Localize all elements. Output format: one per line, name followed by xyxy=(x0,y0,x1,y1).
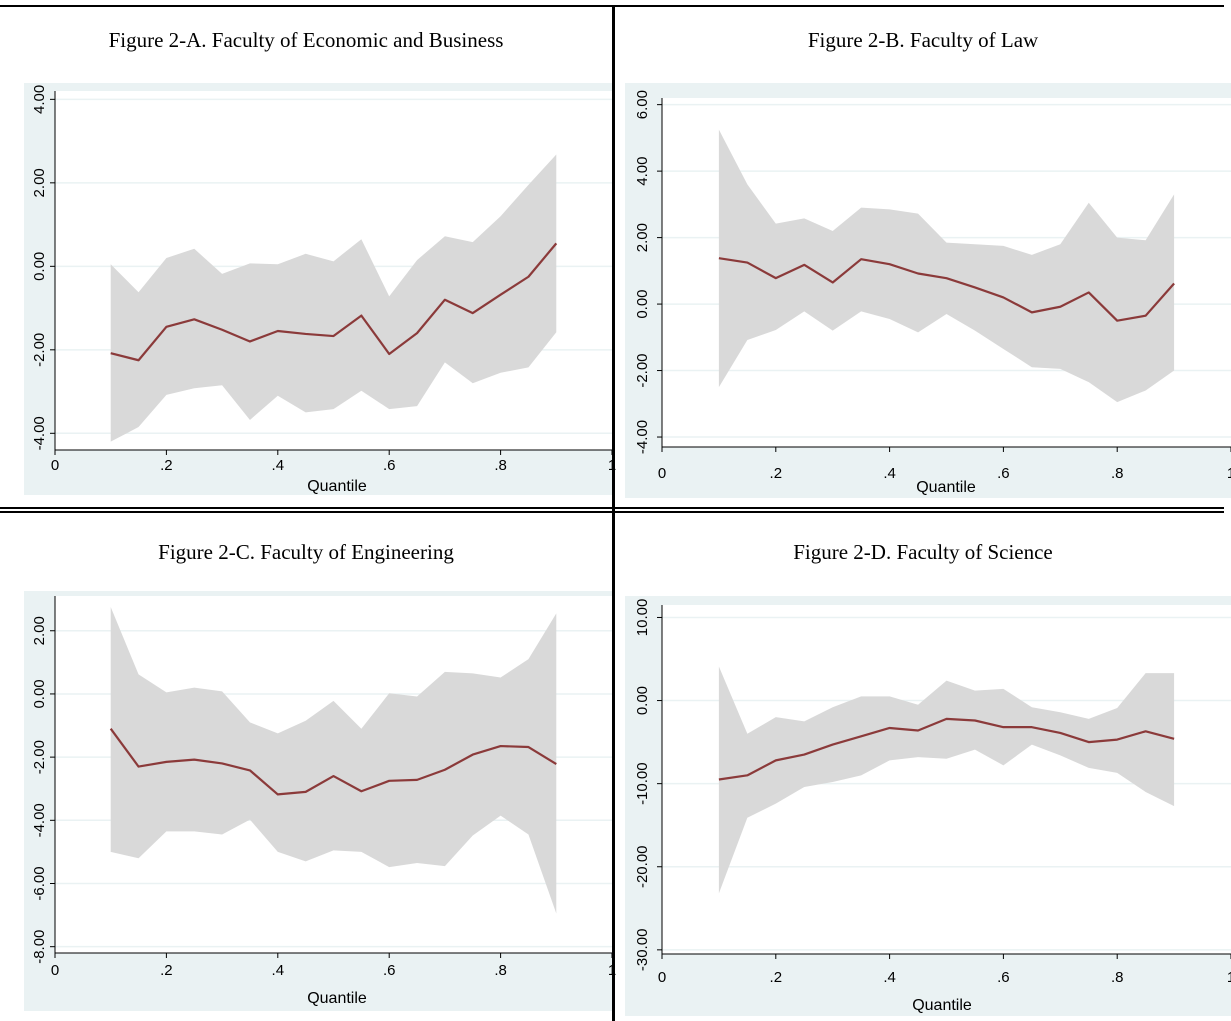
panel-a-title: Figure 2-A. Faculty of Economic and Busi… xyxy=(108,28,504,52)
x-axis-title: Quantile xyxy=(912,997,972,1014)
y-tick-label-2: 0.00 xyxy=(31,252,48,281)
y-tick-label-4: 0.00 xyxy=(31,679,48,708)
y-tick-label-0: -30.00 xyxy=(634,929,651,972)
y-tick-label-3: 2.00 xyxy=(634,223,651,252)
x-tick-label-2: .4 xyxy=(883,969,896,986)
y-tick-label-0: -4.00 xyxy=(634,420,651,454)
y-tick-label-1: -2.00 xyxy=(31,333,48,367)
x-tick-label-3: .6 xyxy=(383,457,396,474)
x-tick-label-0: 0 xyxy=(658,969,666,986)
panel-b-title: Figure 2-B. Faculty of Law xyxy=(807,28,1039,52)
x-axis-title: Quantile xyxy=(307,990,367,1007)
y-tick-label-4: 4.00 xyxy=(31,85,48,114)
x-tick-label-0: 0 xyxy=(51,962,59,979)
panel-b: Figure 2-B. Faculty of Law -4.00 -2.00 0.0… xyxy=(615,0,1231,507)
estimate-line xyxy=(110,242,558,362)
x-tick-label-5: 1 xyxy=(608,962,616,979)
x-tick-label-5: 1 xyxy=(608,457,616,474)
x-tick-label-1: .2 xyxy=(160,457,173,474)
y-tick-label-4: 4.00 xyxy=(634,157,651,186)
x-tick-label-2: .4 xyxy=(883,465,896,482)
x-tick-label-1: .2 xyxy=(160,962,173,979)
x-tick-label-4: .8 xyxy=(494,457,507,474)
estimate-line xyxy=(109,728,557,796)
confidence-band xyxy=(718,129,1175,403)
x-axis-title: Quantile xyxy=(307,478,367,495)
y-tick-label-3: 2.00 xyxy=(31,168,48,197)
panel-d: Figure 2-D. Faculty of Science -30.00 -20… xyxy=(615,513,1231,1021)
panel-d-chart: -30.00 -20.00 -10.00 0.00 10.00 0 .2 .4 .6 .8 1 Qua… xyxy=(634,599,1231,1014)
y-tick-label-2: 0.00 xyxy=(634,289,651,318)
y-tick-label-3: 0.00 xyxy=(634,686,651,715)
y-tick-label-5: 2.00 xyxy=(31,616,48,645)
y-tick-label-1: -6.00 xyxy=(31,866,48,900)
x-tick-label-1: .2 xyxy=(770,465,783,482)
y-tick-label-4: 10.00 xyxy=(634,599,651,637)
confidence-band xyxy=(718,666,1175,894)
x-tick-label-3: .6 xyxy=(383,962,396,979)
estimate-line xyxy=(718,257,1175,322)
y-tick-label-0: -8.00 xyxy=(31,930,48,964)
x-axis-title: Quantile xyxy=(916,479,976,496)
x-tick-label-4: .8 xyxy=(494,962,507,979)
panel-a-chart: -4.00 -2.00 0.00 2.00 4.00 0 .2 .4 .6 .8 1 Quantile xyxy=(31,85,616,495)
y-tick-label-0: -4.00 xyxy=(31,416,48,450)
confidence-band xyxy=(110,607,557,914)
panel-a: Figure 2-A. Faculty of Economic and Busi… xyxy=(0,0,616,507)
x-tick-label-0: 0 xyxy=(51,457,59,474)
estimate-line xyxy=(718,717,1175,781)
x-tick-label-2: .4 xyxy=(272,457,285,474)
panel-d-title: Figure 2-D. Faculty of Science xyxy=(793,540,1053,564)
x-tick-label-4: .8 xyxy=(1111,465,1124,482)
x-tick-label-5: 1 xyxy=(1227,969,1231,986)
x-tick-label-2: .4 xyxy=(272,962,285,979)
y-tick-label-1: -20.00 xyxy=(634,845,651,888)
panel-c-chart: -8.00 -6.00 -4.00 -2.00 0.00 2.00 0 .2 .4 .6 .8 1 Qu… xyxy=(31,596,616,1007)
y-tick-label-3: -2.00 xyxy=(31,740,48,774)
x-tick-label-4: .8 xyxy=(1111,969,1124,986)
x-tick-label-1: .2 xyxy=(770,969,783,986)
x-tick-label-3: .6 xyxy=(997,969,1010,986)
panel-b-chart: -4.00 -2.00 0.00 2.00 4.00 6.00 0 .2 .4 .6 .8 1 Quan… xyxy=(634,90,1231,496)
panel-c-title: Figure 2-C. Faculty of Engineering xyxy=(158,540,454,564)
y-tick-label-5: 6.00 xyxy=(634,90,651,119)
y-tick-label-2: -10.00 xyxy=(634,762,651,805)
vertical-divider xyxy=(612,5,615,1021)
confidence-band xyxy=(110,154,557,442)
panel-c: Figure 2-C. Faculty of Engineering -8.00… xyxy=(0,513,616,1021)
y-tick-label-1: -2.00 xyxy=(634,353,651,387)
y-tick-label-2: -4.00 xyxy=(31,803,48,837)
x-tick-label-3: .6 xyxy=(997,465,1010,482)
x-tick-label-5: 1 xyxy=(1227,465,1231,482)
x-tick-label-0: 0 xyxy=(658,465,666,482)
